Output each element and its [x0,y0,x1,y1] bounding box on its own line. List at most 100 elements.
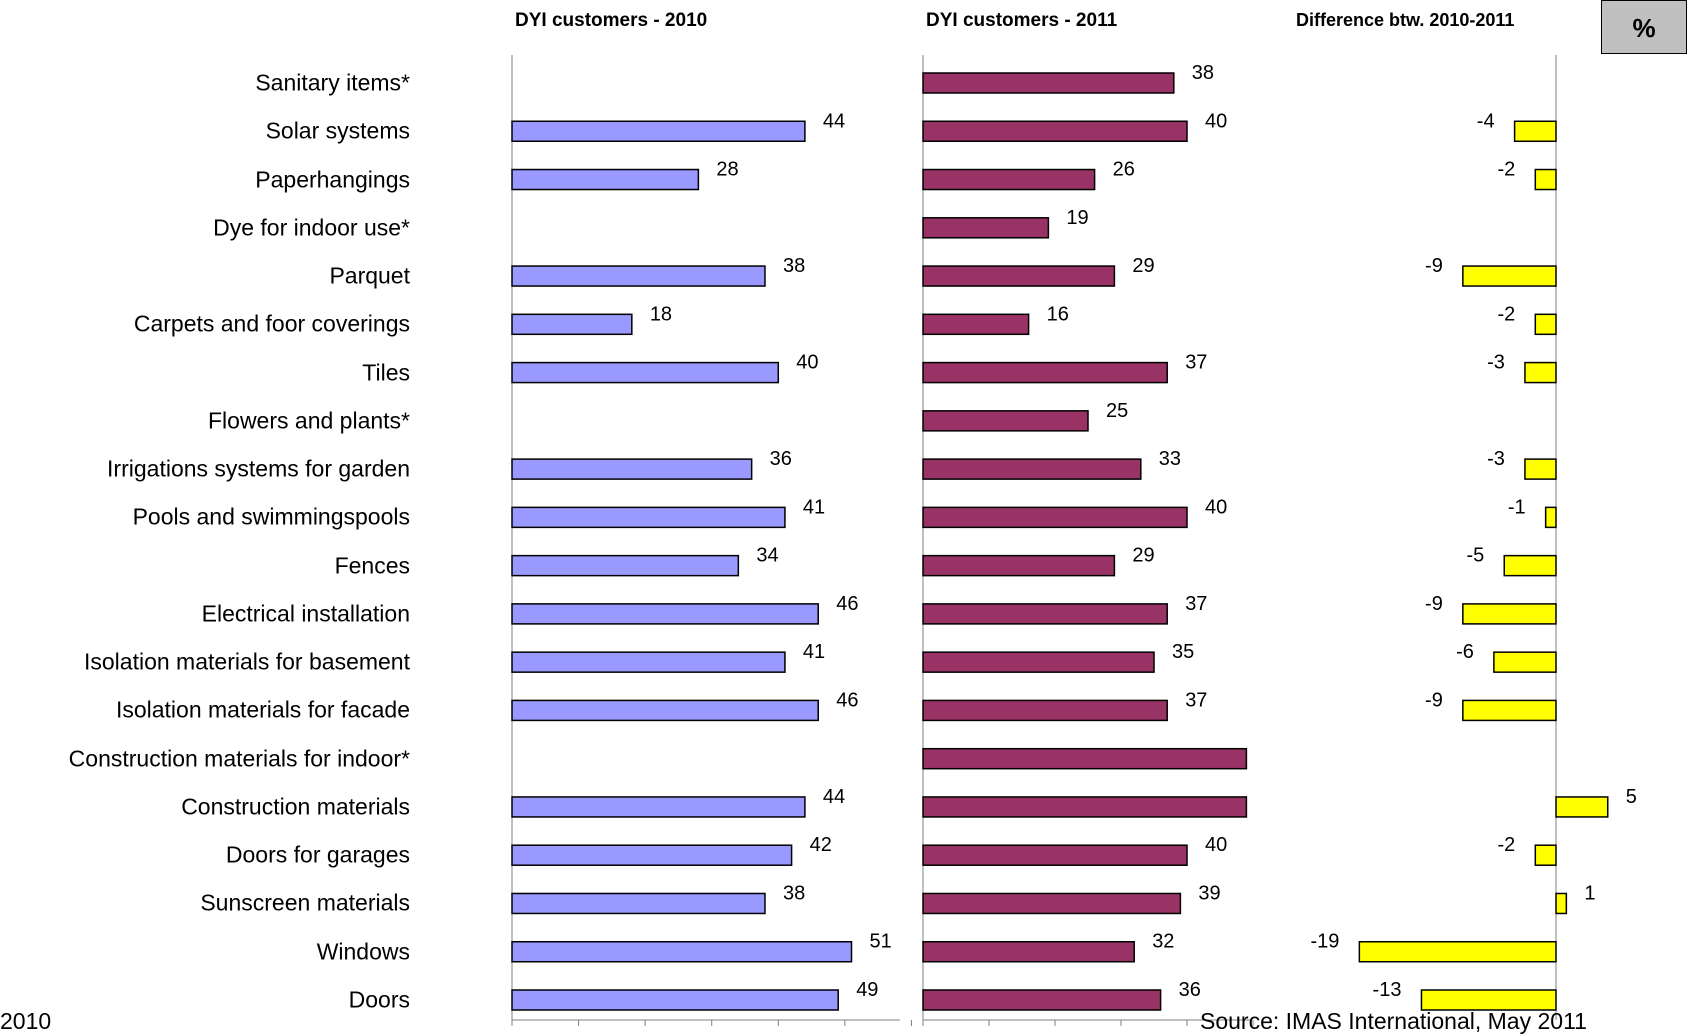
bar-1-17 [922,892,1182,915]
bar-2-8 [1524,458,1557,480]
category-label: Sunscreen materials [200,889,410,916]
bar-1-2 [922,168,1096,191]
category-label: Doors for garages [225,841,410,868]
bar-0-10 [511,554,740,577]
bar-2-1 [1513,120,1557,143]
data-label-0-6: 40 [796,352,818,374]
data-label-1-6: 37 [1185,352,1207,374]
panel-title-difference: Difference btw. 2010-2011 [1296,10,1515,30]
data-label-2-8: -3 [1487,448,1505,470]
source-text: Source: IMAS International, May 2011 [1200,1008,1587,1034]
bar-1-8 [922,458,1142,480]
bar-0-17 [511,892,766,915]
data-label-2-12: -6 [1456,641,1474,663]
data-label-0-2: 28 [716,159,738,181]
bar-1-5 [922,313,1030,336]
bar-0-9 [511,506,786,529]
bar-2-9 [1544,506,1557,529]
data-label-2-2: -2 [1498,159,1516,181]
data-label-1-2: 26 [1113,159,1135,181]
category-label: Electrical installation [201,600,410,627]
data-label-1-8: 33 [1159,448,1181,470]
data-label-1-13: 37 [1185,689,1207,711]
data-label-2-11: -9 [1425,593,1443,615]
bar-2-10 [1503,554,1557,577]
bar-2-19 [1420,989,1557,1011]
bar-1-7 [922,410,1089,432]
data-label-0-1: 44 [823,110,845,132]
category-label: Fences [334,552,410,579]
bar-0-18 [511,940,853,963]
bar-1-12 [922,651,1155,673]
data-label-0-16: 42 [810,834,832,856]
category-label: Pools and swimmingspools [132,503,410,530]
data-label-2-5: -2 [1498,303,1516,325]
bar-1-18 [922,940,1135,963]
data-label-2-16: -2 [1498,834,1516,856]
bar-2-15 [1555,796,1609,818]
bar-1-9 [922,506,1188,529]
data-label-1-3: 19 [1066,207,1088,229]
bar-2-11 [1462,603,1557,625]
data-label-2-17: 1 [1584,882,1595,904]
category-label: Tiles [362,359,410,386]
data-label-2-19: -13 [1373,979,1402,1001]
panel-title-2010: DYI customers - 2010 [515,10,708,31]
data-label-0-4: 38 [783,255,805,277]
bar-0-11 [511,603,819,625]
category-label: Flowers and plants* [208,407,410,434]
data-label-2-10: -5 [1466,545,1484,567]
data-label-2-18: -19 [1310,931,1339,953]
percent-box: % [1601,0,1687,54]
bar-0-8 [511,458,753,480]
category-label: Parquet [329,262,410,289]
data-label-1-7: 25 [1106,400,1128,422]
category-label: Isolation materials for facade [115,696,410,723]
bar-2-5 [1534,313,1557,336]
data-label-0-5: 18 [650,303,672,325]
bar-2-2 [1534,168,1557,191]
bottom-left-text: 2010 [0,1008,52,1034]
data-label-1-19: 36 [1179,979,1201,1001]
bar-2-16 [1534,844,1557,866]
data-label-2-4: -9 [1425,255,1443,277]
data-label-1-5: 16 [1047,303,1069,325]
data-label-1-11: 37 [1185,593,1207,615]
data-label-0-11: 46 [836,593,858,615]
bar-0-6 [511,361,780,384]
bar-1-4 [922,265,1116,287]
data-label-2-13: -9 [1425,689,1443,711]
data-label-0-8: 36 [770,448,792,470]
bar-1-0 [922,72,1175,94]
bar-0-1 [511,120,806,143]
data-label-2-9: -1 [1508,496,1526,518]
bar-2-12 [1493,651,1557,673]
data-label-2-6: -3 [1487,352,1505,374]
bar-0-5 [511,313,633,336]
data-label-0-15: 44 [823,786,845,808]
category-label: Paperhangings [255,166,410,193]
data-label-1-16: 40 [1205,834,1227,856]
data-label-1-1: 40 [1205,110,1227,132]
bar-1-1 [922,120,1188,143]
bar-0-15 [511,796,806,818]
data-label-0-17: 38 [783,882,805,904]
data-label-1-10: 29 [1132,545,1154,567]
category-label: Construction materials [181,793,410,820]
bar-1-10 [922,554,1116,577]
bar-1-19 [922,989,1162,1011]
data-label-0-9: 41 [803,496,825,518]
category-label: Windows [316,938,410,965]
bar-0-19 [511,989,839,1011]
bar-1-3 [922,217,1050,239]
bar-1-14 [922,747,1248,770]
category-label: Dye for indoor use* [213,214,410,241]
bar-2-18 [1358,940,1557,963]
data-label-1-17: 39 [1198,882,1220,904]
data-label-2-1: -4 [1477,110,1495,132]
bar-2-13 [1462,699,1557,722]
bar-0-12 [511,651,786,673]
bar-1-15 [922,796,1248,818]
bar-2-17 [1555,892,1568,915]
